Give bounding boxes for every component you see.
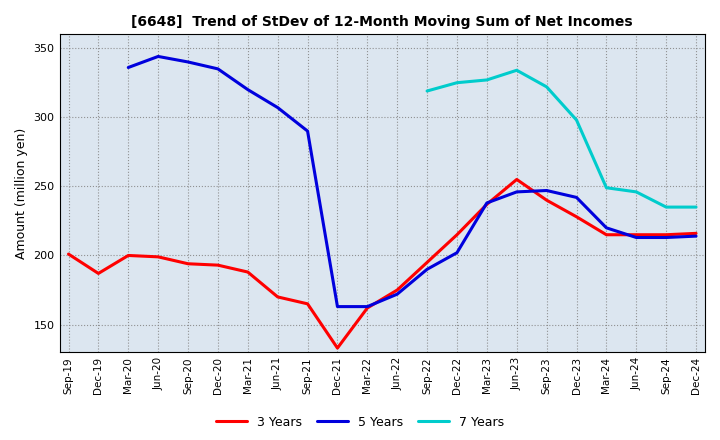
7 Years bbox=[513, 68, 521, 73]
5 Years bbox=[243, 87, 252, 92]
Line: 5 Years: 5 Years bbox=[128, 56, 696, 307]
5 Years bbox=[423, 267, 431, 272]
5 Years bbox=[542, 188, 551, 193]
5 Years bbox=[363, 304, 372, 309]
3 Years bbox=[662, 232, 670, 237]
3 Years bbox=[243, 269, 252, 275]
5 Years bbox=[692, 234, 701, 239]
Line: 3 Years: 3 Years bbox=[68, 180, 696, 348]
7 Years bbox=[423, 88, 431, 94]
3 Years bbox=[393, 287, 402, 293]
7 Years bbox=[692, 205, 701, 210]
3 Years bbox=[303, 301, 312, 307]
3 Years bbox=[572, 214, 581, 220]
3 Years bbox=[602, 232, 611, 237]
3 Years bbox=[482, 202, 491, 207]
5 Years bbox=[513, 189, 521, 194]
3 Years bbox=[423, 260, 431, 265]
5 Years bbox=[274, 105, 282, 110]
3 Years bbox=[214, 263, 222, 268]
3 Years bbox=[94, 271, 103, 276]
7 Years bbox=[542, 84, 551, 89]
5 Years bbox=[572, 195, 581, 200]
5 Years bbox=[214, 66, 222, 72]
7 Years bbox=[482, 77, 491, 83]
3 Years bbox=[513, 177, 521, 182]
3 Years bbox=[64, 251, 73, 257]
3 Years bbox=[333, 345, 342, 351]
3 Years bbox=[453, 232, 462, 237]
5 Years bbox=[184, 59, 192, 65]
7 Years bbox=[453, 80, 462, 85]
5 Years bbox=[154, 54, 163, 59]
7 Years bbox=[632, 189, 641, 194]
5 Years bbox=[333, 304, 342, 309]
3 Years bbox=[692, 231, 701, 236]
5 Years bbox=[632, 235, 641, 240]
5 Years bbox=[662, 235, 670, 240]
5 Years bbox=[393, 292, 402, 297]
3 Years bbox=[632, 232, 641, 237]
Legend: 3 Years, 5 Years, 7 Years: 3 Years, 5 Years, 7 Years bbox=[210, 411, 510, 434]
7 Years bbox=[602, 185, 611, 191]
3 Years bbox=[124, 253, 132, 258]
5 Years bbox=[482, 200, 491, 205]
5 Years bbox=[303, 128, 312, 134]
3 Years bbox=[154, 254, 163, 260]
5 Years bbox=[602, 225, 611, 231]
7 Years bbox=[572, 117, 581, 123]
7 Years bbox=[662, 205, 670, 210]
3 Years bbox=[363, 305, 372, 311]
Line: 7 Years: 7 Years bbox=[427, 70, 696, 207]
Title: [6648]  Trend of StDev of 12-Month Moving Sum of Net Incomes: [6648] Trend of StDev of 12-Month Moving… bbox=[132, 15, 633, 29]
Y-axis label: Amount (million yen): Amount (million yen) bbox=[15, 128, 28, 259]
3 Years bbox=[184, 261, 192, 266]
5 Years bbox=[124, 65, 132, 70]
3 Years bbox=[542, 198, 551, 203]
3 Years bbox=[274, 294, 282, 300]
5 Years bbox=[453, 250, 462, 255]
